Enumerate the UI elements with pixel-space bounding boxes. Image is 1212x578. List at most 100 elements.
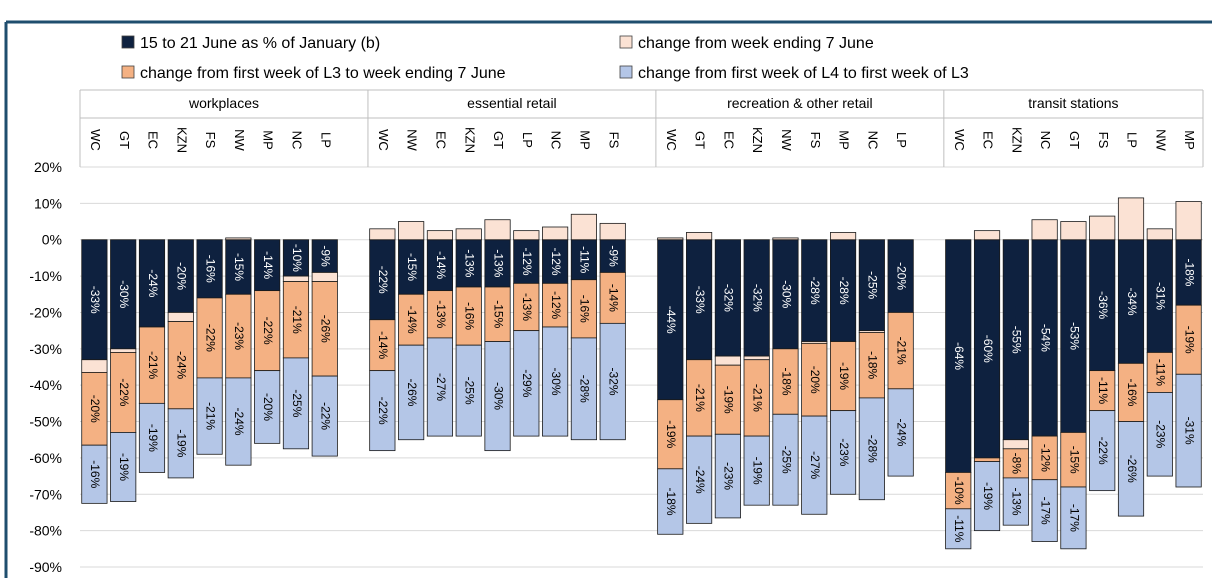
bar-segment bbox=[81, 359, 108, 373]
data-label: -14% bbox=[434, 251, 448, 279]
y-tick-label: -50% bbox=[29, 414, 62, 430]
data-label: -12% bbox=[520, 248, 534, 276]
data-label: -12% bbox=[549, 291, 563, 319]
y-tick-label: -60% bbox=[29, 450, 62, 466]
bar-segment bbox=[743, 355, 770, 361]
bar-segment bbox=[455, 228, 482, 241]
x-tick-label: EC bbox=[721, 131, 736, 149]
data-label: -11% bbox=[952, 515, 966, 542]
data-label: -23% bbox=[1154, 420, 1168, 448]
data-label: -14% bbox=[405, 306, 419, 334]
bar-segment bbox=[542, 282, 569, 328]
x-tick-label: GT bbox=[693, 131, 708, 149]
bar-segment bbox=[686, 232, 713, 241]
data-label: -14% bbox=[607, 284, 621, 312]
data-label: -13% bbox=[491, 249, 505, 277]
bar-segment bbox=[225, 239, 252, 295]
data-label: -26% bbox=[1125, 455, 1139, 483]
x-tick-label: MP bbox=[837, 130, 852, 150]
bar-segment bbox=[254, 239, 281, 292]
y-tick-label: -80% bbox=[29, 523, 62, 539]
bar-segment bbox=[311, 281, 338, 377]
data-label: -22% bbox=[376, 397, 390, 425]
bar-segment bbox=[973, 230, 1001, 241]
data-label: -24% bbox=[894, 418, 908, 446]
x-tick-label: KZN bbox=[174, 127, 189, 153]
data-label: -32% bbox=[751, 284, 765, 312]
data-label: -19% bbox=[751, 457, 765, 485]
x-tick-label: WC bbox=[664, 129, 679, 151]
bar-segment bbox=[81, 239, 108, 361]
bar-segment bbox=[599, 272, 626, 324]
data-label: -11% bbox=[1096, 377, 1110, 404]
bar-segment bbox=[1002, 439, 1029, 450]
bar-segment bbox=[484, 219, 511, 241]
x-tick-label: GT bbox=[1067, 131, 1082, 149]
data-label: -17% bbox=[1038, 497, 1052, 525]
data-label: -19% bbox=[722, 386, 736, 414]
data-label: -11% bbox=[1154, 359, 1168, 386]
data-label: -19% bbox=[117, 453, 131, 481]
bar-segment bbox=[1002, 477, 1029, 526]
x-tick-label: MP bbox=[1182, 130, 1197, 150]
data-label: -19% bbox=[837, 362, 851, 390]
bar-segment bbox=[1060, 221, 1087, 241]
bar-segment bbox=[1175, 201, 1202, 241]
data-label: -25% bbox=[866, 271, 880, 299]
data-label: -31% bbox=[1182, 417, 1196, 445]
bar-segment bbox=[1060, 486, 1087, 550]
legend-label: change from first week of L3 to week end… bbox=[140, 65, 506, 82]
bar-segment bbox=[887, 312, 914, 390]
bar-segment bbox=[513, 230, 540, 241]
bar-segment bbox=[426, 290, 454, 339]
bar-segment bbox=[1175, 373, 1202, 488]
data-label: -21% bbox=[203, 402, 217, 430]
bar-segment bbox=[167, 321, 194, 410]
bar-segment bbox=[398, 293, 425, 346]
bar-segment bbox=[311, 239, 338, 273]
bar-segment bbox=[311, 375, 338, 457]
bar-segment bbox=[599, 239, 626, 273]
bar-segment bbox=[196, 297, 223, 379]
y-tick-label: 20% bbox=[34, 159, 62, 175]
data-label: -30% bbox=[549, 368, 563, 396]
data-label: -18% bbox=[1182, 258, 1196, 286]
bar-segment bbox=[254, 370, 281, 444]
data-label: -21% bbox=[751, 384, 765, 412]
bar-segment bbox=[570, 337, 597, 441]
data-label: -33% bbox=[693, 286, 707, 314]
data-label: -32% bbox=[722, 284, 736, 312]
data-label: -12% bbox=[549, 248, 563, 276]
bar-segment bbox=[743, 359, 770, 437]
bar-segment bbox=[657, 239, 684, 401]
data-label: -64% bbox=[952, 342, 966, 370]
bar-segment bbox=[426, 239, 454, 292]
bar-segment bbox=[1117, 197, 1145, 241]
bar-segment bbox=[542, 326, 569, 437]
bar-segment bbox=[513, 330, 540, 437]
x-tick-label: GT bbox=[117, 131, 132, 149]
data-label: -15% bbox=[405, 253, 419, 281]
bar-segment bbox=[1089, 215, 1116, 241]
bar-segment bbox=[570, 239, 597, 281]
x-tick-label: KZN bbox=[1009, 127, 1024, 153]
group-label: recreation & other retail bbox=[727, 95, 873, 111]
data-label: -34% bbox=[1125, 288, 1139, 316]
bar-segment bbox=[1060, 432, 1087, 488]
x-tick-label: WC bbox=[376, 129, 391, 151]
data-label: -21% bbox=[146, 351, 160, 379]
data-label: -26% bbox=[319, 315, 333, 343]
x-tick-label: FS bbox=[606, 132, 621, 149]
bar-segment bbox=[829, 410, 857, 495]
bar-segment bbox=[542, 226, 569, 241]
x-tick-label: WC bbox=[952, 129, 967, 151]
data-label: -13% bbox=[434, 300, 448, 328]
bar-segment bbox=[599, 322, 626, 441]
bar-segment bbox=[772, 237, 799, 241]
data-label: -19% bbox=[175, 429, 189, 457]
legend-swatch bbox=[619, 65, 633, 79]
data-label: -22% bbox=[376, 266, 390, 294]
x-tick-label: FS bbox=[1096, 132, 1111, 149]
bar-segment bbox=[599, 222, 626, 241]
bar-segment bbox=[858, 397, 885, 501]
